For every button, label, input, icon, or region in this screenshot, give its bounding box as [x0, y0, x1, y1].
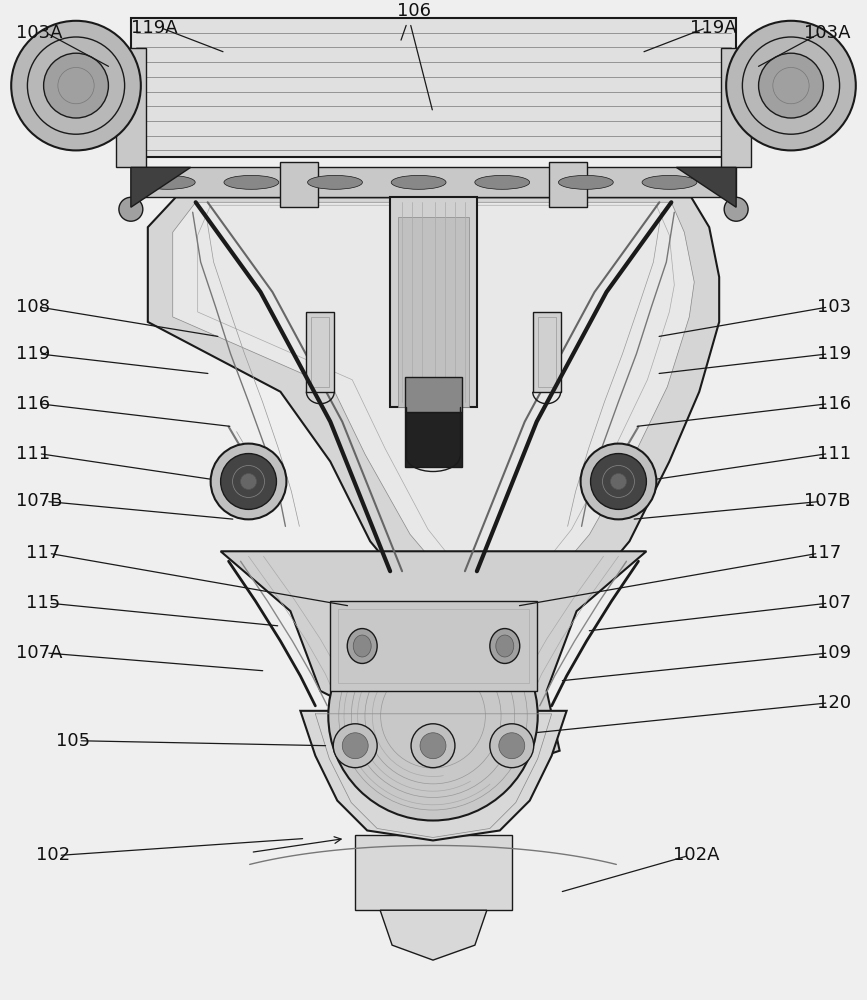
Ellipse shape — [224, 175, 279, 189]
Bar — [131, 18, 736, 157]
Bar — [131, 167, 736, 197]
Circle shape — [724, 197, 748, 221]
Circle shape — [581, 444, 656, 519]
Circle shape — [220, 454, 277, 509]
Text: 102A: 102A — [673, 846, 720, 864]
Text: 111: 111 — [16, 445, 50, 463]
Bar — [338, 609, 529, 683]
Text: 119A: 119A — [689, 19, 736, 37]
Text: 106: 106 — [397, 2, 431, 20]
Ellipse shape — [140, 175, 195, 189]
Ellipse shape — [642, 175, 697, 189]
Polygon shape — [380, 910, 487, 960]
Polygon shape — [300, 711, 567, 840]
Polygon shape — [220, 551, 647, 771]
Polygon shape — [147, 197, 720, 621]
Circle shape — [490, 724, 534, 768]
Text: 120: 120 — [817, 694, 851, 712]
Text: 109: 109 — [817, 644, 851, 662]
Circle shape — [590, 454, 647, 509]
Bar — [311, 317, 329, 387]
Circle shape — [420, 733, 446, 759]
Bar — [398, 217, 469, 407]
Bar — [116, 48, 146, 167]
Bar — [405, 412, 462, 467]
Text: 117: 117 — [806, 544, 841, 562]
Circle shape — [119, 197, 143, 221]
Bar — [390, 197, 477, 407]
Text: 108: 108 — [16, 298, 50, 316]
Circle shape — [333, 724, 377, 768]
Text: 119: 119 — [16, 345, 50, 363]
Circle shape — [727, 21, 856, 150]
Ellipse shape — [490, 629, 519, 663]
Circle shape — [411, 724, 455, 768]
Circle shape — [759, 53, 824, 118]
Bar — [306, 312, 335, 392]
Ellipse shape — [391, 175, 446, 189]
Polygon shape — [173, 202, 694, 611]
Text: 116: 116 — [817, 395, 851, 413]
Ellipse shape — [475, 175, 530, 189]
Ellipse shape — [353, 635, 371, 657]
Bar — [405, 377, 462, 412]
Ellipse shape — [496, 635, 514, 657]
Bar — [538, 317, 556, 387]
Text: 103: 103 — [817, 298, 851, 316]
Text: 119: 119 — [817, 345, 851, 363]
Text: 119A: 119A — [131, 19, 178, 37]
Text: 107B: 107B — [805, 492, 851, 510]
Text: 107A: 107A — [16, 644, 62, 662]
Text: 111: 111 — [817, 445, 851, 463]
Text: 107B: 107B — [16, 492, 62, 510]
Ellipse shape — [348, 629, 377, 663]
Text: 116: 116 — [16, 395, 50, 413]
Polygon shape — [131, 167, 191, 207]
Text: 117: 117 — [26, 544, 61, 562]
Bar — [721, 48, 751, 167]
Polygon shape — [355, 835, 512, 910]
Bar — [532, 312, 561, 392]
Circle shape — [342, 733, 368, 759]
Bar — [280, 162, 318, 207]
Circle shape — [499, 733, 525, 759]
Circle shape — [11, 21, 140, 150]
Circle shape — [329, 611, 538, 821]
Bar — [330, 601, 537, 691]
Circle shape — [43, 53, 108, 118]
Text: 105: 105 — [56, 732, 90, 750]
Text: 115: 115 — [26, 594, 61, 612]
Ellipse shape — [558, 175, 613, 189]
Ellipse shape — [308, 175, 362, 189]
Text: 103A: 103A — [16, 24, 62, 42]
Circle shape — [240, 473, 257, 489]
Text: 102: 102 — [36, 846, 70, 864]
Text: 103A: 103A — [805, 24, 851, 42]
Bar — [549, 162, 587, 207]
Circle shape — [211, 444, 286, 519]
Circle shape — [610, 473, 627, 489]
Polygon shape — [676, 167, 736, 207]
Text: 107: 107 — [817, 594, 851, 612]
